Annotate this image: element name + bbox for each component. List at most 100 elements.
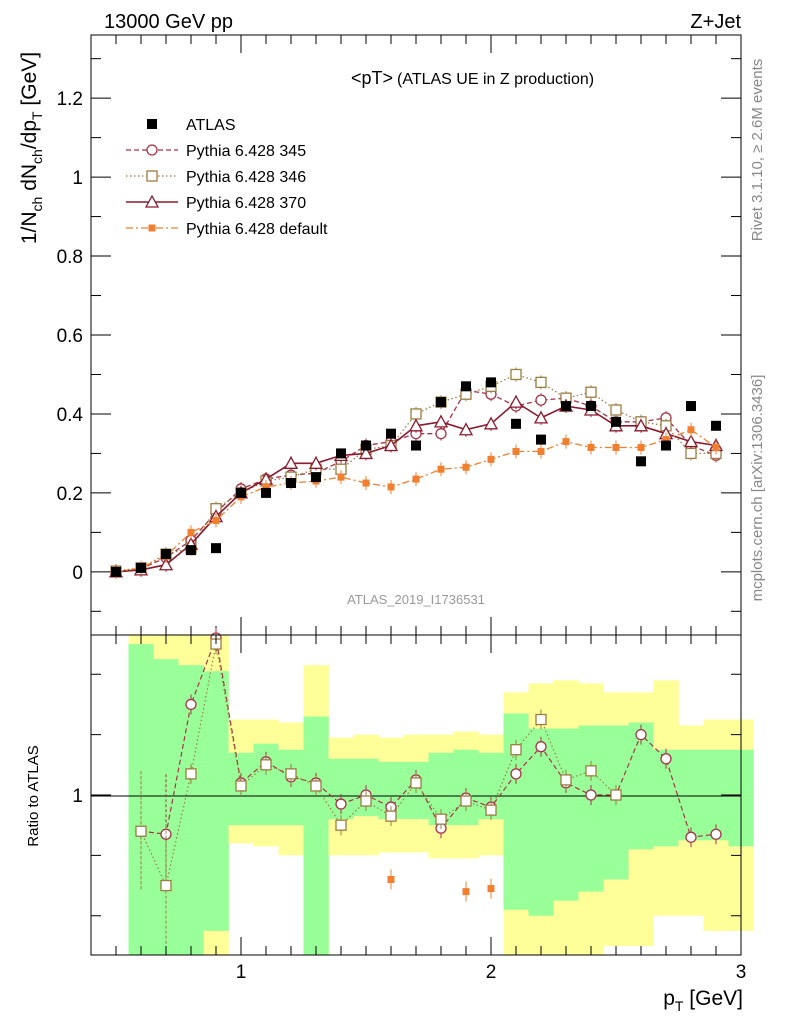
data-point (387, 483, 395, 491)
data-point (435, 428, 447, 440)
x-tick-label: 1 (236, 962, 247, 983)
data-point (186, 545, 196, 556)
data-point (136, 562, 146, 573)
data-point (283, 455, 299, 469)
data-point (386, 428, 396, 439)
data-point (510, 368, 522, 381)
green-band-bin (278, 749, 304, 826)
legend: ATLAS Pythia 6.428 345 Pythia 6.428 346 Pyt… (126, 117, 328, 238)
data-point (683, 434, 699, 448)
legend-label: Pythia 6.428 345 (186, 143, 306, 160)
data-point (610, 404, 622, 416)
series-pythia-6-428-370 (108, 394, 724, 579)
data-point (535, 394, 547, 406)
ratio-point (510, 744, 522, 756)
data-point (586, 401, 596, 412)
ratio-point (335, 819, 347, 831)
green-band-bin (553, 728, 579, 901)
ratio-point (510, 768, 522, 780)
ratio-point (360, 795, 372, 807)
legend-label: Pythia 6.428 370 (186, 195, 306, 212)
header-energy-label: 13000 GeV pp (104, 11, 233, 33)
data-point (512, 447, 520, 455)
data-point (410, 408, 422, 420)
data-point (486, 377, 496, 388)
ratio-point (260, 759, 272, 771)
green-band-bin (453, 749, 479, 826)
ratio-point (660, 753, 672, 765)
data-point (562, 438, 570, 446)
data-point (262, 483, 270, 491)
y-tick-label: 0 (72, 563, 83, 584)
ratio-point (460, 795, 472, 807)
ratio-point (285, 768, 297, 780)
y-tick-label: 1 (72, 168, 83, 189)
mcplots-label: mcplots.cern.ch [arXiv:1306.3436] (749, 375, 766, 602)
ratio-point (585, 765, 597, 777)
data-point (487, 455, 495, 463)
legend-marker (146, 144, 158, 156)
main-series-group (108, 367, 724, 579)
green-band-bin (578, 725, 604, 892)
data-point (712, 444, 720, 451)
ratio-y-tick-label: 1 (72, 786, 83, 807)
data-point (436, 397, 446, 408)
series-atlas (111, 377, 721, 577)
data-point (311, 472, 321, 483)
legend-entry: Pythia 6.428 370 (126, 194, 306, 212)
data-point (458, 422, 474, 436)
data-point (587, 444, 595, 451)
series-line (115, 428, 717, 573)
ratio-point (710, 828, 722, 840)
data-point (411, 440, 421, 451)
y-tick-label: 0.2 (57, 484, 83, 505)
data-point (111, 566, 121, 577)
ratio-point (310, 780, 322, 792)
data-point (358, 446, 374, 460)
svg-text:1/Nch dNch/dpT [GeV]: 1/Nch dNch/dpT [GeV] (18, 52, 45, 244)
data-point (408, 418, 424, 432)
ratio-point (410, 777, 422, 789)
y-tick-label: 0.8 (57, 247, 83, 268)
ratio-point (535, 741, 547, 753)
ratio-axis-ticks: 1 1 2 3 (72, 635, 746, 983)
data-point (561, 401, 571, 412)
ratio-point (635, 728, 647, 741)
data-point (337, 473, 345, 481)
legend-label: Pythia 6.428 346 (186, 169, 306, 186)
ratio-point (462, 888, 470, 896)
data-point (412, 475, 420, 483)
data-point (662, 436, 670, 444)
legend-marker (148, 224, 156, 232)
ratio-series-pythia-6-428-346 (135, 634, 622, 946)
data-point (361, 440, 371, 451)
ratio-point (185, 698, 197, 711)
data-point (636, 456, 646, 467)
ratio-series-group (135, 628, 722, 946)
green-band-bin (203, 671, 229, 931)
legend-label: ATLAS (186, 117, 236, 134)
green-band-bin (303, 716, 329, 955)
data-point (211, 543, 221, 554)
ratio-point (135, 825, 147, 837)
legend-marker (144, 194, 160, 208)
ratio-point (585, 789, 597, 801)
data-point (611, 416, 621, 427)
ratio-point (435, 813, 447, 825)
y-tick-label: 0.6 (57, 326, 83, 347)
data-point (187, 528, 195, 536)
legend-entry: Pythia 6.428 default (126, 221, 328, 238)
data-point (585, 386, 597, 398)
data-point (511, 418, 521, 429)
data-point (537, 447, 545, 455)
data-point (433, 414, 449, 428)
legend-label: Pythia 6.428 default (186, 221, 328, 238)
data-point (308, 455, 324, 469)
ratio-point (185, 768, 197, 780)
data-point (158, 557, 174, 571)
legend-entry: ATLAS (147, 117, 236, 134)
main-panel: 0 0.2 0.4 0.6 0.8 1 1.2 <pT> (ATLAS UE in Z pr… (57, 34, 742, 636)
data-point (533, 410, 549, 424)
data-point (633, 418, 649, 432)
